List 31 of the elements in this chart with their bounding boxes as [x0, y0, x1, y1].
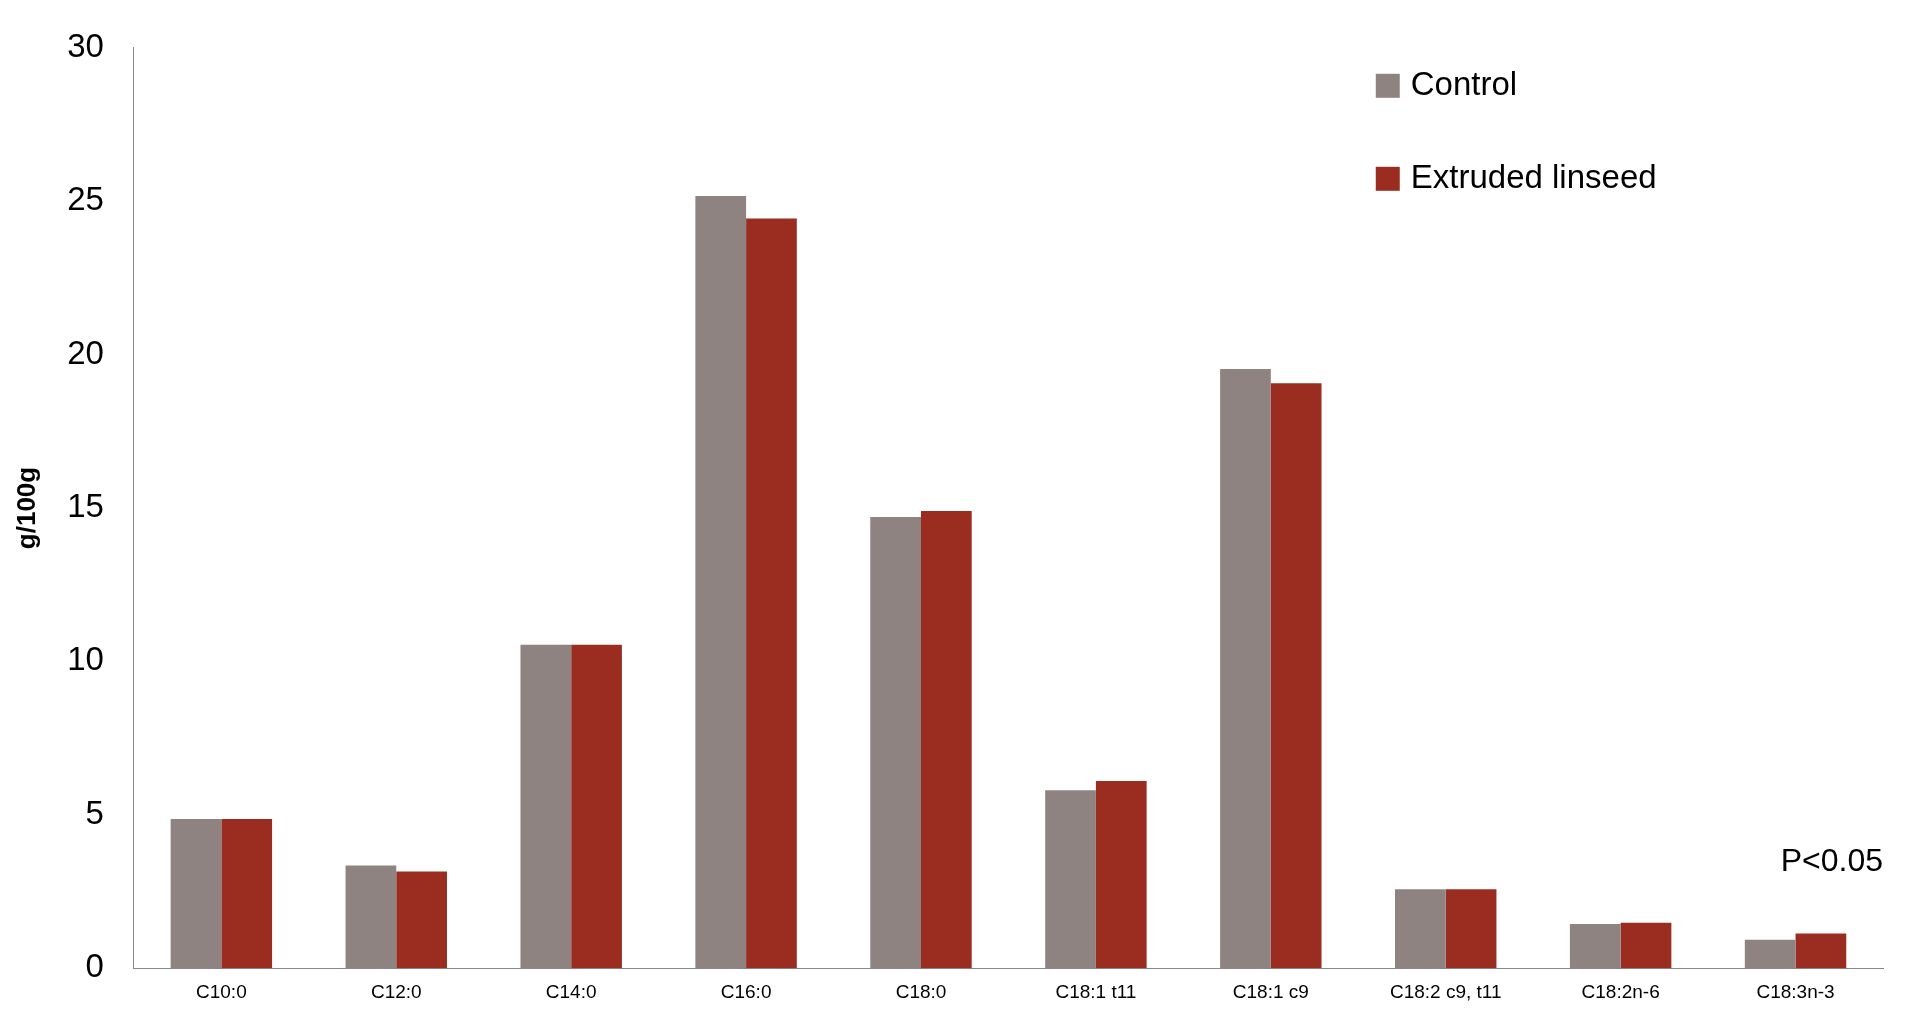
bar: [1270, 383, 1322, 969]
bar: [1620, 922, 1672, 969]
y-tick-label: 20: [67, 333, 104, 371]
bar: [1445, 889, 1497, 969]
bar: [221, 819, 273, 969]
y-tick-label: 10: [67, 640, 104, 678]
x-tick-label: C18:2n-6: [1581, 980, 1660, 1002]
bar: [746, 218, 797, 969]
x-tick-label: C18:1 t11: [1055, 980, 1137, 1002]
x-tick-label: C18:0: [895, 980, 947, 1002]
x-tick-label: C10:0: [196, 980, 247, 1002]
bar: [1095, 781, 1147, 969]
y-tick-label: 30: [67, 26, 104, 64]
bar: [1795, 933, 1847, 969]
bar: [396, 871, 447, 969]
legend-label: Extruded linseed: [1410, 157, 1657, 195]
x-tick-label: C18:2 c9, t11: [1389, 980, 1502, 1002]
legend-label: Control: [1410, 64, 1518, 102]
y-tick-label: 5: [85, 793, 104, 831]
bar: [921, 511, 972, 969]
x-tick-label: C18:3n-3: [1756, 980, 1835, 1002]
bar: [571, 644, 622, 969]
x-tick-label: C18:1 c9: [1232, 980, 1309, 1002]
y-tick-label: 0: [85, 947, 104, 985]
y-tick-label: 15: [67, 487, 104, 525]
annotation: P<0.05: [1780, 842, 1883, 879]
y-axis-title: g/100g: [10, 466, 41, 550]
x-tick-label: C16:0: [720, 980, 772, 1002]
x-tick-label: C12:0: [370, 980, 422, 1002]
y-tick-label: 25: [67, 180, 104, 218]
x-tick-label: C14:0: [545, 980, 597, 1002]
